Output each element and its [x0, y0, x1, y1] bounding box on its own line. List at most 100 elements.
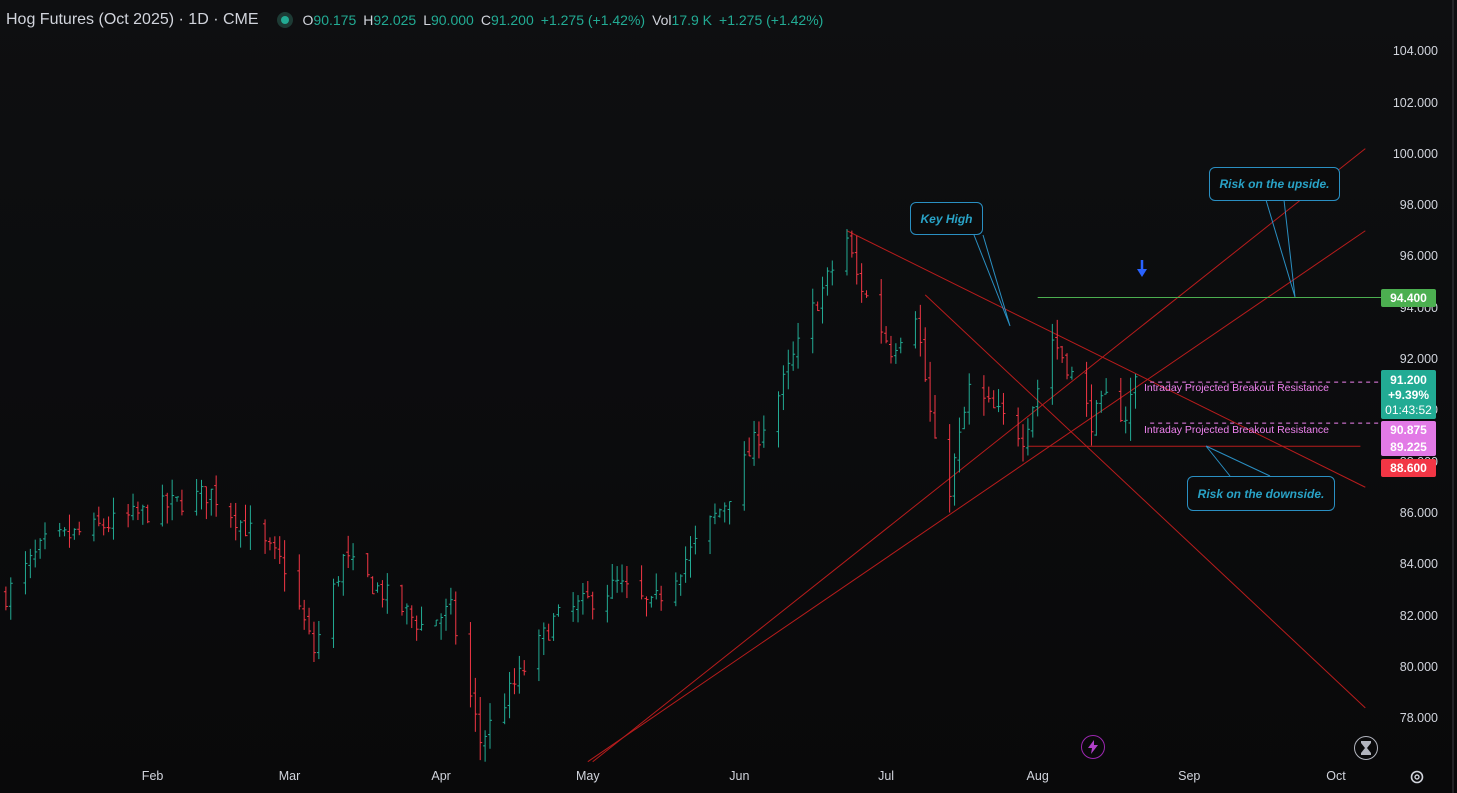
risk-upside-callout[interactable]: Risk on the upside.	[1209, 167, 1340, 201]
ohlc-bar	[986, 386, 991, 403]
open-value: 90.175	[313, 12, 357, 28]
ohlc-bar	[316, 621, 321, 660]
ohlc-bar	[810, 288, 815, 354]
resistance-label-upper: Intraday Projected Breakout Resistance	[1144, 382, 1330, 394]
ohlc-bar	[96, 506, 101, 527]
ohlc-bar	[957, 417, 962, 473]
ohlc-bar	[1050, 323, 1055, 405]
ohlc-bar	[277, 536, 282, 564]
time-axis-label: Feb	[141, 769, 164, 783]
ohlc-bar	[1128, 377, 1133, 441]
ohlc-bar	[140, 504, 145, 525]
ohlc-bar	[1133, 373, 1138, 409]
volume-value: 17.9 K	[671, 12, 713, 28]
ohlc-bar	[605, 584, 610, 623]
risk-downside-callout[interactable]: Risk on the downside.	[1187, 476, 1335, 511]
pink-level-value-2: 89.225	[1390, 440, 1427, 454]
ohlc-bar	[409, 605, 414, 629]
pink-level-value: 90.875	[1390, 423, 1427, 437]
volume-label: Vol	[652, 12, 672, 28]
ohlc-bar	[346, 535, 351, 569]
ohlc-bar	[654, 573, 659, 600]
ohlc-bar	[815, 301, 820, 312]
ohlc-bar	[175, 496, 180, 502]
volume-change-value: +1.275 (+1.42%)	[719, 12, 824, 28]
ohlc-bar	[1035, 379, 1040, 417]
ohlc-bar	[341, 554, 346, 596]
ohlc-bar	[864, 290, 869, 298]
down-arrow-icon[interactable]	[1137, 260, 1147, 277]
time-axis-label: Oct	[1326, 769, 1346, 783]
ohlc-bar	[483, 730, 488, 762]
ohlc-bar	[576, 595, 581, 623]
ohlc-bar	[165, 492, 170, 524]
time-axis-label: May	[575, 769, 600, 783]
price-axis-label: 100.000	[1392, 146, 1438, 161]
ohlc-bar	[302, 599, 307, 630]
hourglass-icon[interactable]	[1354, 736, 1378, 760]
ohlc-bar	[3, 586, 8, 611]
ohlc-bar	[233, 502, 238, 541]
trendline[interactable]	[924, 294, 1366, 709]
ohlc-bar	[179, 489, 184, 516]
ohlc-bar	[590, 591, 595, 620]
ohlc-bar	[67, 514, 72, 548]
low-value: 90.000	[430, 12, 474, 28]
price-axis-label: 80.000	[1399, 659, 1438, 674]
ohlc-bar	[967, 373, 972, 425]
lightning-icon[interactable]	[1081, 735, 1105, 759]
ohlc-bar	[712, 503, 717, 525]
ohlc-bar	[585, 581, 590, 599]
ohlc-bar	[370, 576, 375, 595]
symbol-title[interactable]: Hog Futures (Oct 2025) · 1D · CME	[6, 11, 259, 28]
ohlc-bar	[263, 519, 268, 554]
ohlc-bar	[106, 516, 111, 533]
ohlc-bar	[1104, 378, 1109, 395]
trendline[interactable]	[587, 230, 1366, 763]
trendline[interactable]	[846, 230, 1366, 488]
risk-up-pointer	[1265, 199, 1296, 298]
ohlc-bar	[1089, 384, 1094, 446]
ohlc-bar	[742, 441, 747, 511]
ohlc-bar	[443, 598, 448, 631]
ohlc-bar	[791, 341, 796, 371]
ohlc-bar	[385, 573, 390, 614]
ohlc-bar	[282, 540, 287, 592]
trendline[interactable]	[592, 148, 1366, 763]
ohlc-bar	[624, 566, 629, 599]
ohlc-bar	[199, 479, 204, 510]
drawing-layer	[587, 148, 1381, 763]
ohlc-bar	[571, 592, 576, 622]
ohlc-bar	[786, 349, 791, 390]
ohlc-bar	[649, 595, 654, 608]
ohlc-bar	[1123, 406, 1128, 434]
ohlc-bar	[888, 335, 893, 364]
ohlc-bar	[673, 572, 678, 607]
key-high-callout[interactable]: Key High	[910, 202, 983, 235]
open-label: O	[302, 12, 314, 28]
ohlc-bar	[38, 538, 43, 559]
ohlc-bar	[884, 326, 889, 344]
ohlc-bar	[8, 577, 13, 620]
ohlc-bar	[62, 527, 67, 537]
ohlc-bar	[1025, 418, 1030, 456]
time-axis-label: Jul	[878, 769, 895, 783]
ohlc-bar	[688, 536, 693, 578]
risk-downside-text: Risk on the downside.	[1197, 486, 1325, 501]
ohlc-bar	[473, 677, 478, 732]
close-value: 91.200	[490, 12, 534, 28]
ohlc-bar	[928, 361, 933, 422]
ohlc-bar	[419, 606, 424, 631]
ohlc-bar	[111, 497, 116, 540]
green-level-value: 94.400	[1390, 291, 1427, 305]
ohlc-bar	[756, 421, 761, 459]
ohlc-bar	[160, 484, 165, 527]
ohlc-bar	[414, 615, 419, 641]
ohlc-bar	[1021, 424, 1026, 462]
ohlc-bar	[1065, 353, 1070, 380]
high-value: 92.025	[373, 12, 417, 28]
gear-icon[interactable]	[1407, 767, 1427, 787]
ohlc-bar	[1069, 366, 1074, 380]
ohlc-bar	[238, 520, 243, 548]
